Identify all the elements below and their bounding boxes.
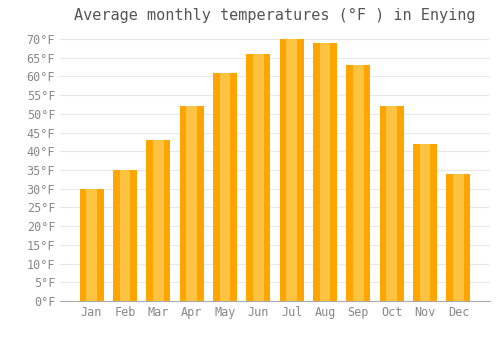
Bar: [320, 43, 330, 301]
Bar: [346, 65, 370, 301]
Bar: [253, 54, 264, 301]
Title: Average monthly temperatures (°F ) in Enying: Average monthly temperatures (°F ) in En…: [74, 8, 476, 23]
Bar: [153, 140, 164, 301]
Bar: [113, 170, 137, 301]
Bar: [80, 189, 104, 301]
Bar: [120, 170, 130, 301]
Bar: [353, 65, 364, 301]
Bar: [286, 39, 297, 301]
Bar: [220, 73, 230, 301]
Bar: [446, 174, 470, 301]
Bar: [313, 43, 337, 301]
Bar: [186, 106, 197, 301]
Bar: [180, 106, 204, 301]
Bar: [380, 106, 404, 301]
Bar: [146, 140, 171, 301]
Bar: [420, 144, 430, 301]
Bar: [213, 73, 237, 301]
Bar: [386, 106, 397, 301]
Bar: [246, 54, 270, 301]
Bar: [453, 174, 464, 301]
Bar: [86, 189, 97, 301]
Bar: [280, 39, 303, 301]
Bar: [413, 144, 437, 301]
